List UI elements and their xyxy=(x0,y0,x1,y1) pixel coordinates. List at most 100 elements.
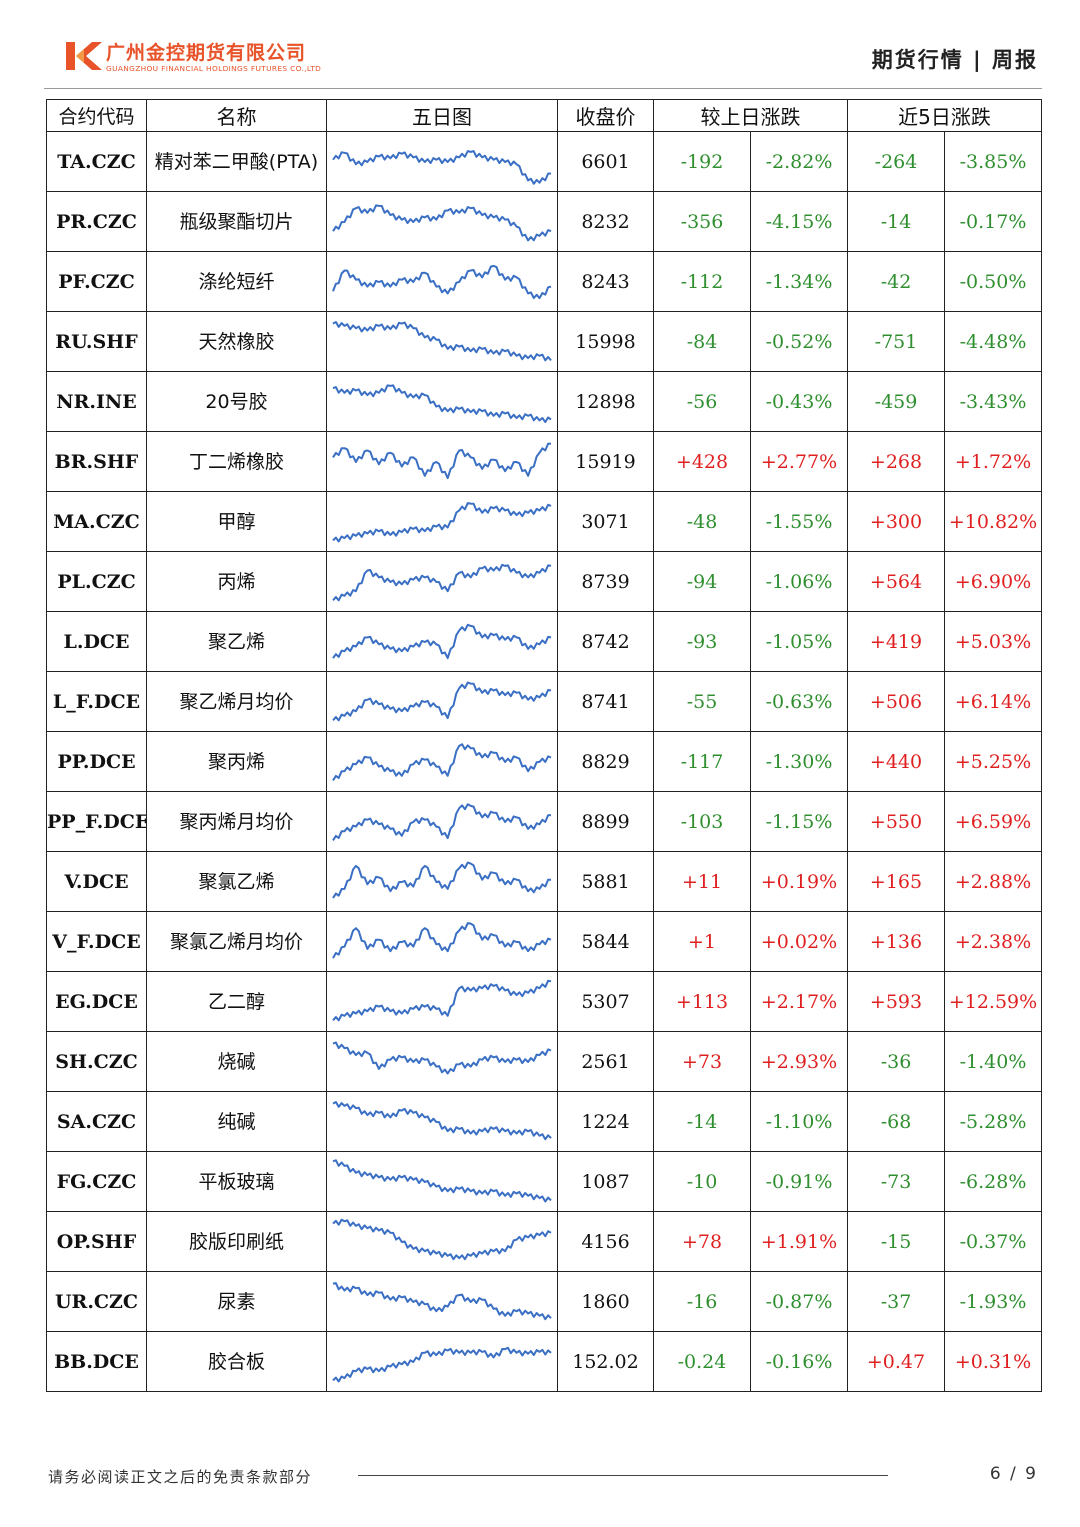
sparkline-series xyxy=(332,979,552,1021)
daily-change: -117 xyxy=(653,731,751,792)
five-day-change: -68 xyxy=(847,1091,945,1152)
close-price: 152.02 xyxy=(557,1331,654,1392)
contract-name: 胶版印刷纸 xyxy=(146,1211,327,1272)
close-price: 15998 xyxy=(557,311,654,372)
five-day-change-pct: +12.59% xyxy=(943,971,1043,1032)
sparkline-chart xyxy=(332,802,552,841)
daily-change-pct: +0.02% xyxy=(750,911,848,972)
five-day-change-pct: +6.14% xyxy=(943,671,1043,732)
five-day-change-pct: -0.50% xyxy=(943,251,1043,312)
daily-change-pct: -0.63% xyxy=(750,671,848,732)
five-day-change-pct: +5.25% xyxy=(943,731,1043,792)
five-day-chart-cell xyxy=(326,611,558,672)
daily-change-pct: -1.15% xyxy=(750,791,848,852)
five-day-change-pct: -3.43% xyxy=(943,371,1043,432)
table-row: RU.SHF 天然橡胶 15998 -84 -0.52% -751 -4.48% xyxy=(46,311,1043,372)
sparkline-chart xyxy=(332,149,552,185)
five-day-change-pct: -1.93% xyxy=(943,1271,1043,1332)
daily-change: +73 xyxy=(653,1031,751,1092)
table-row: OP.SHF 胶版印刷纸 4156 +78 +1.91% -15 -0.37% xyxy=(46,1211,1043,1272)
contract-code: L_F.DCE xyxy=(46,671,147,732)
five-day-chart-cell xyxy=(326,251,558,312)
document-type: 期货行情 | 周报 xyxy=(871,48,1038,72)
five-day-change-pct: +1.72% xyxy=(943,431,1043,492)
close-price: 3071 xyxy=(557,491,654,552)
sparkline-series xyxy=(332,681,552,721)
contract-name: 聚乙烯 xyxy=(146,611,327,672)
contract-name: 聚氯乙烯月均价 xyxy=(146,911,327,972)
five-day-change: -42 xyxy=(847,251,945,312)
contract-name: 乙二醇 xyxy=(146,971,327,1032)
table-row: V.DCE 聚氯乙烯 5881 +11 +0.19% +165 +2.88% xyxy=(46,851,1043,912)
sparkline-chart xyxy=(332,1158,552,1202)
company-name-cn: 广州金控期货有限公司 xyxy=(106,42,307,64)
col-header-5day-change: 近5日涨跌 xyxy=(846,99,1043,132)
five-day-chart-cell xyxy=(326,1211,558,1272)
daily-change: +11 xyxy=(653,851,751,912)
five-day-change-pct: -0.17% xyxy=(943,191,1043,252)
daily-change: -93 xyxy=(653,611,751,672)
five-day-change: -37 xyxy=(847,1271,945,1332)
contract-name: 20号胶 xyxy=(146,371,327,432)
five-day-change-pct: -4.48% xyxy=(943,311,1043,372)
five-day-change: +593 xyxy=(847,971,945,1032)
five-day-change-pct: -1.40% xyxy=(943,1031,1043,1092)
five-day-chart-cell xyxy=(326,431,558,492)
contract-name: 纯碱 xyxy=(146,1091,327,1152)
five-day-change: +419 xyxy=(847,611,945,672)
table-row: SA.CZC 纯碱 1224 -14 -1.10% -68 -5.28% xyxy=(46,1091,1043,1152)
five-day-chart-cell xyxy=(326,971,558,1032)
daily-change: -48 xyxy=(653,491,751,552)
header-divider xyxy=(44,88,1042,89)
daily-change: +78 xyxy=(653,1211,751,1272)
sparkline-series xyxy=(332,742,552,781)
five-day-change: +136 xyxy=(847,911,945,972)
table-row: V_F.DCE 聚氯乙烯月均价 5844 +1 +0.02% +136 +2.38% xyxy=(46,911,1043,972)
contract-code: PP.DCE xyxy=(46,731,147,792)
sparkline-series xyxy=(332,1346,552,1382)
five-day-chart-cell xyxy=(326,191,558,252)
close-price: 1224 xyxy=(557,1091,654,1152)
five-day-change: -751 xyxy=(847,311,945,372)
five-day-change-pct: +2.88% xyxy=(943,851,1043,912)
five-day-change: +564 xyxy=(847,551,945,612)
page-number: 6 / 9 xyxy=(989,1464,1038,1484)
contract-code: EG.DCE xyxy=(46,971,147,1032)
table-body: TA.CZC 精对苯二甲酸(PTA) 6601 -192 -2.82% -264 -3.85… xyxy=(46,131,1043,1392)
daily-change: -112 xyxy=(653,251,751,312)
sparkline-chart xyxy=(332,1041,552,1074)
five-day-chart-cell xyxy=(326,131,558,192)
contract-name: 聚丙烯 xyxy=(146,731,327,792)
daily-change: +113 xyxy=(653,971,751,1032)
daily-change: -192 xyxy=(653,131,751,192)
sparkline-chart xyxy=(332,563,552,601)
contract-name: 丙烯 xyxy=(146,551,327,612)
contract-code: MA.CZC xyxy=(46,491,147,552)
daily-change: -356 xyxy=(653,191,751,252)
sparkline-series xyxy=(332,1100,552,1140)
daily-change-pct: -0.43% xyxy=(750,371,848,432)
five-day-change-pct: +2.38% xyxy=(943,911,1043,972)
contract-code: UR.CZC xyxy=(46,1271,147,1332)
contract-code: BR.SHF xyxy=(46,431,147,492)
contract-code: OP.SHF xyxy=(46,1211,147,1272)
close-price: 8741 xyxy=(557,671,654,732)
contract-code: TA.CZC xyxy=(46,131,147,192)
sparkline-chart xyxy=(332,623,552,659)
sparkline-series xyxy=(332,623,552,659)
col-header-name: 名称 xyxy=(146,99,327,132)
sparkline-series xyxy=(332,501,552,542)
close-price: 5881 xyxy=(557,851,654,912)
table-row: TA.CZC 精对苯二甲酸(PTA) 6601 -192 -2.82% -264 -3.85… xyxy=(46,131,1043,192)
five-day-change-pct: +6.59% xyxy=(943,791,1043,852)
daily-change: -94 xyxy=(653,551,751,612)
table-row: MA.CZC 甲醇 3071 -48 -1.55% +300 +10.82% xyxy=(46,491,1043,552)
contract-code: PL.CZC xyxy=(46,551,147,612)
daily-change-pct: -0.91% xyxy=(750,1151,848,1212)
close-price: 1860 xyxy=(557,1271,654,1332)
col-header-close: 收盘价 xyxy=(557,99,654,132)
five-day-change: -15 xyxy=(847,1211,945,1272)
sparkline-chart xyxy=(332,1100,552,1140)
daily-change: -56 xyxy=(653,371,751,432)
daily-change: +1 xyxy=(653,911,751,972)
